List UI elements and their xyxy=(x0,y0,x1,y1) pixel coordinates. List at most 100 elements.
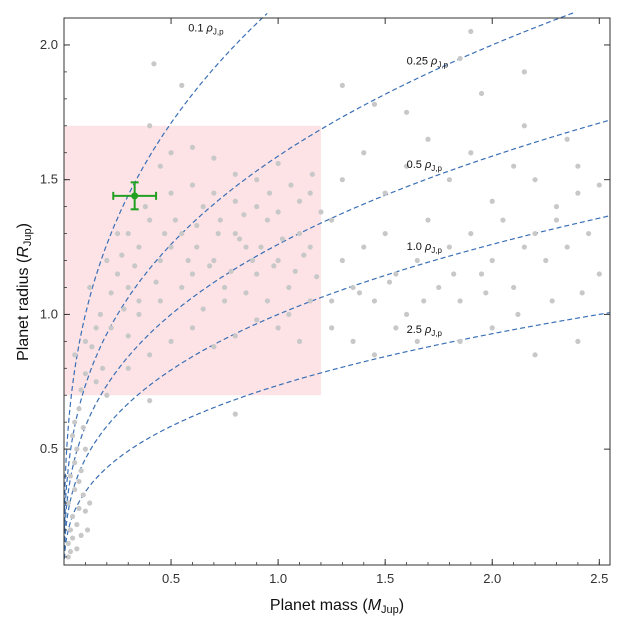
data-point xyxy=(168,190,174,196)
data-point xyxy=(271,263,277,269)
data-point xyxy=(266,190,273,196)
data-point xyxy=(69,433,76,439)
data-point xyxy=(371,298,378,304)
x-tick-label: 0.5 xyxy=(162,571,180,586)
data-point xyxy=(350,338,356,344)
data-point xyxy=(189,271,196,277)
density-curve-label: 1.0 ρJ,p xyxy=(407,241,443,255)
data-point xyxy=(386,279,393,285)
data-point xyxy=(339,177,345,183)
data-point xyxy=(521,123,527,129)
data-point xyxy=(119,252,125,258)
data-point xyxy=(207,263,213,269)
data-point xyxy=(76,505,82,512)
data-point xyxy=(511,284,517,291)
data-point xyxy=(221,284,228,291)
data-point xyxy=(436,284,442,291)
data-point xyxy=(275,257,281,264)
data-point xyxy=(80,424,86,431)
data-point xyxy=(339,257,345,264)
data-point xyxy=(228,268,234,274)
data-point xyxy=(69,535,76,541)
data-point xyxy=(84,527,91,533)
data-point xyxy=(403,311,410,318)
data-point xyxy=(309,171,315,177)
data-point xyxy=(296,198,303,204)
data-point xyxy=(521,244,527,250)
data-point xyxy=(232,411,238,417)
data-point xyxy=(350,284,356,291)
data-point xyxy=(153,279,159,285)
data-point xyxy=(67,527,74,533)
data-point xyxy=(275,209,281,215)
data-point xyxy=(200,204,206,210)
data-point xyxy=(89,344,95,350)
data-point xyxy=(69,513,76,520)
data-point xyxy=(147,123,153,129)
data-point xyxy=(356,290,363,296)
data-point xyxy=(478,271,485,277)
data-point xyxy=(65,554,71,560)
data-point xyxy=(211,155,217,161)
data-point xyxy=(521,69,527,75)
data-point xyxy=(200,306,206,312)
data-point xyxy=(87,500,93,506)
data-point xyxy=(264,298,271,304)
data-point xyxy=(67,473,74,479)
data-point xyxy=(236,236,243,242)
data-point xyxy=(468,150,474,156)
density-curve xyxy=(63,312,611,559)
y-tick-label: 0.5 xyxy=(40,441,58,456)
y-tick-label: 1.0 xyxy=(40,306,58,321)
data-point xyxy=(288,182,294,188)
data-point xyxy=(157,298,163,304)
data-point xyxy=(393,271,399,277)
data-point xyxy=(361,150,367,156)
data-point xyxy=(194,222,200,229)
data-point xyxy=(179,82,185,88)
data-point xyxy=(162,230,168,237)
data-point xyxy=(65,500,71,506)
data-point xyxy=(489,325,495,331)
data-point xyxy=(147,352,153,358)
data-point xyxy=(382,230,388,237)
data-point xyxy=(414,338,420,344)
data-point xyxy=(114,271,121,277)
data-point xyxy=(564,244,570,250)
data-point xyxy=(72,460,78,466)
data-point xyxy=(457,298,463,304)
data-point xyxy=(76,406,82,412)
data-point xyxy=(457,55,463,62)
data-point xyxy=(151,61,157,67)
density-curve xyxy=(63,119,611,542)
data-point xyxy=(72,486,78,493)
data-point xyxy=(125,333,131,339)
data-point xyxy=(147,398,153,404)
data-point xyxy=(215,230,221,237)
data-point xyxy=(515,311,521,318)
density-curve xyxy=(63,12,574,531)
data-point xyxy=(87,284,93,291)
data-point xyxy=(97,311,103,318)
data-point xyxy=(254,177,260,183)
data-point xyxy=(314,274,320,280)
density-curve xyxy=(63,215,611,550)
data-point xyxy=(361,244,367,250)
data-point xyxy=(339,82,345,88)
target-point xyxy=(131,192,139,200)
data-point xyxy=(72,419,78,425)
data-point xyxy=(74,521,80,528)
density-curve-label: 0.25 ρJ,p xyxy=(407,56,449,70)
data-point xyxy=(185,257,191,264)
data-point xyxy=(254,271,260,277)
y-tick-label: 2.0 xyxy=(40,37,58,52)
x-axis-label: Planet mass (MJup) xyxy=(270,597,404,616)
x-tick-label: 1.0 xyxy=(269,571,287,586)
data-point xyxy=(414,257,420,264)
data-point xyxy=(232,171,238,177)
data-point xyxy=(65,540,71,547)
data-point xyxy=(217,217,223,223)
data-point xyxy=(446,177,453,183)
data-point xyxy=(579,290,585,296)
data-point xyxy=(221,298,228,304)
